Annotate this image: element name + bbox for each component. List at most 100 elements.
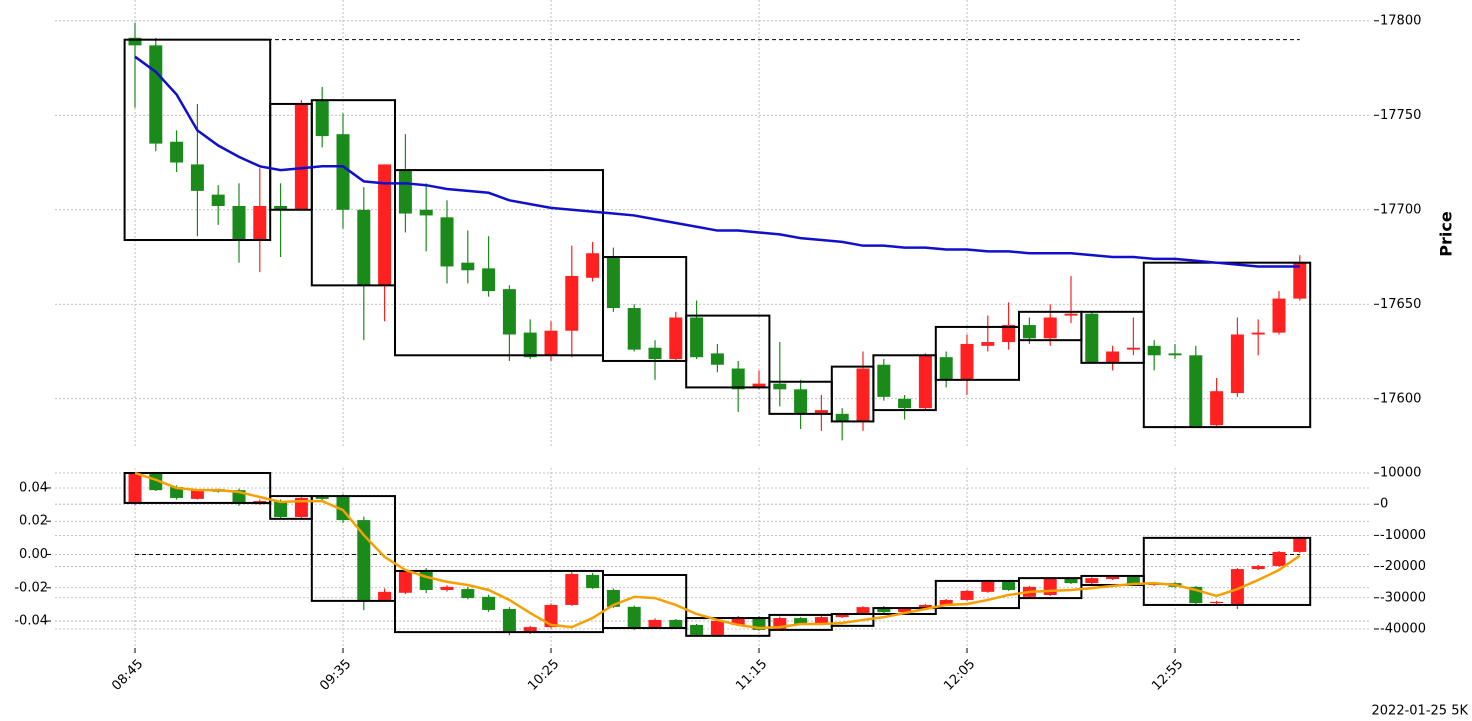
candle-body — [1022, 325, 1036, 339]
candle-body — [960, 590, 974, 600]
candle-body — [294, 497, 308, 517]
y-tick-label: 17650 — [1380, 297, 1421, 312]
candle-body — [378, 591, 392, 600]
candle-body — [1106, 351, 1120, 363]
candle-body — [856, 607, 870, 614]
candle-body — [523, 332, 537, 358]
candle-body — [669, 317, 683, 360]
candle-body — [669, 619, 683, 628]
footer: 2022-01-25 5K — [1372, 704, 1469, 719]
candle-body — [1272, 551, 1286, 566]
candle-body — [1293, 537, 1307, 552]
candle-body — [960, 343, 974, 380]
candle-body — [1189, 355, 1203, 428]
candle-body — [773, 383, 787, 390]
candle-body — [440, 586, 454, 590]
x-tick-label: 09:35 — [317, 657, 354, 694]
box-zone — [934, 325, 1020, 381]
candle-body — [939, 599, 953, 605]
candle-body — [648, 347, 662, 360]
candle-body — [1230, 569, 1244, 605]
candle-body — [315, 496, 329, 499]
candle-body — [710, 353, 724, 365]
candle-body — [190, 164, 204, 191]
candle-body — [939, 357, 953, 380]
candle-body — [752, 383, 766, 388]
y-tick-label: -0.04 — [14, 614, 48, 629]
candle-body — [170, 141, 184, 163]
candle-body — [835, 613, 849, 618]
candle-body — [773, 618, 787, 630]
candle-body — [544, 604, 558, 628]
candle-body — [565, 275, 579, 331]
candle-body — [461, 589, 475, 599]
candle-body — [190, 490, 204, 499]
y-tick-label: 0.00 — [19, 547, 48, 562]
candle-body — [419, 570, 433, 590]
y-tick-label: -40000 — [1380, 621, 1426, 636]
candle-body — [814, 410, 828, 414]
y-tick-label: 0.04 — [19, 480, 48, 495]
candle-body — [1272, 298, 1286, 333]
y-tick-label: -20000 — [1380, 559, 1426, 574]
candle-body — [1064, 313, 1078, 316]
candle-body — [336, 134, 350, 210]
y-tick-label: 17750 — [1380, 108, 1421, 123]
candle-body — [1064, 578, 1078, 584]
candle-body — [1002, 580, 1016, 590]
x-tick-label: 12:55 — [1149, 657, 1186, 694]
candle-body — [981, 581, 995, 592]
candle-body — [1230, 334, 1244, 394]
candle-body — [461, 262, 475, 271]
candle-body — [918, 604, 932, 609]
candle-body — [1168, 353, 1182, 356]
candle-body — [544, 330, 558, 356]
candle-body — [232, 205, 246, 241]
candle-body — [128, 37, 142, 46]
y-tick-label: 0 — [1380, 497, 1388, 512]
box-zone — [602, 574, 688, 630]
candle-body — [1251, 332, 1265, 335]
candle-body — [877, 607, 891, 613]
candle-body — [1126, 575, 1140, 585]
candle-body — [731, 617, 745, 625]
candle-body — [502, 289, 516, 335]
candle-body — [981, 342, 995, 346]
candle-body — [128, 473, 142, 503]
box-zone — [872, 354, 937, 412]
x-tick-label: 08:45 — [109, 657, 146, 694]
candle-body — [877, 364, 891, 397]
candle-body — [627, 308, 641, 350]
candle-body — [315, 100, 329, 137]
box-zone — [1142, 536, 1312, 606]
candle-body — [648, 619, 662, 628]
candle-body — [398, 570, 412, 593]
candle-body — [794, 389, 808, 414]
candle-body — [690, 317, 704, 358]
candle-body — [586, 253, 600, 278]
candle-body — [398, 170, 412, 214]
candle-body — [794, 618, 808, 624]
candle-body — [149, 45, 163, 144]
box-zone — [602, 256, 688, 362]
candle-body — [1251, 565, 1265, 570]
candle-body — [1293, 262, 1307, 299]
candle-body — [274, 501, 288, 517]
x-tick-label: 12:05 — [941, 657, 978, 694]
box-zone — [1142, 261, 1312, 429]
candle-body — [898, 398, 912, 409]
y-tick-label: 17800 — [1380, 13, 1421, 28]
candle-body — [419, 209, 433, 216]
candle-body — [1002, 325, 1016, 343]
moving-average-line — [134, 471, 1301, 630]
candle-body — [690, 624, 704, 635]
candle-body — [586, 575, 600, 589]
candle-body — [710, 620, 724, 635]
candle-body — [523, 627, 537, 634]
candle-body — [606, 257, 620, 309]
candle-body — [565, 574, 579, 605]
candle-body — [814, 617, 828, 624]
candle-body — [1147, 345, 1161, 356]
